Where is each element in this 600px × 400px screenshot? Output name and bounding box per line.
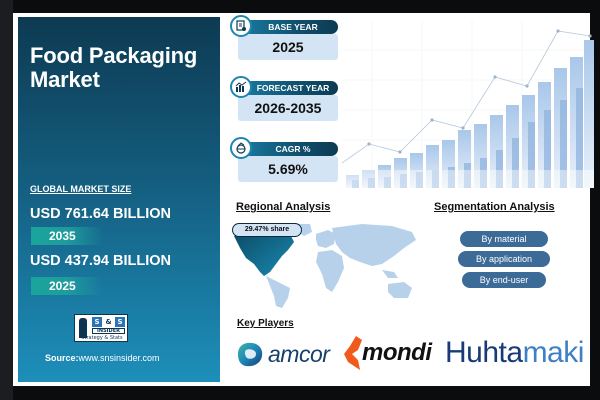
stat-label: FORECAST YEAR (236, 81, 338, 95)
year-badge-2025: 2025 (31, 277, 103, 295)
key-players-title: Key Players (237, 318, 294, 329)
stat-value: 2026-2035 (238, 95, 338, 121)
source-label: Source: (45, 353, 79, 363)
frame-left-edge (0, 0, 13, 400)
global-market-size-label: GLOBAL MARKET SIZE (30, 184, 132, 194)
source-url: www.snsinsider.com (78, 353, 160, 363)
stat-value: 5.69% (238, 156, 338, 182)
document-chart-icon (230, 15, 252, 37)
source-line: Source:www.snsinsider.com (45, 353, 160, 363)
north-america-region (234, 230, 294, 276)
bar-chart-icon (230, 76, 252, 98)
tower-icon (79, 318, 87, 338)
mondi-logo-text: mondi (362, 339, 432, 366)
amcor-logo-text: amcor (268, 341, 330, 367)
stat-label: BASE YEAR (236, 20, 338, 34)
market-value-2025: USD 437.94 BILLION (30, 253, 172, 269)
share-bubble: 29.47% share (232, 223, 302, 237)
mondi-logo-icon (344, 336, 362, 370)
globe-growth-icon (230, 137, 252, 159)
decorative-growth-chart (342, 20, 594, 188)
stat-label: CAGR % (236, 142, 338, 156)
page-title: Food Packaging Market (30, 44, 197, 92)
sns-insider-logo: S & S INSIDER Strategy & Stats (74, 314, 128, 342)
stat-value: 2025 (238, 34, 338, 60)
logo-insider-text: INSIDER (92, 328, 125, 334)
title-line-2: Market (30, 67, 100, 92)
stat-cagr: CAGR % 5.69% (230, 137, 338, 187)
regional-analysis-title: Regional Analysis (236, 201, 331, 213)
huhtamaki-logo-text: Huhtamaki (445, 336, 584, 369)
segment-by-application[interactable]: By application (458, 251, 550, 267)
logo-ss: S & S (92, 317, 125, 327)
segment-by-end-user[interactable]: By end-user (462, 272, 546, 288)
segmentation-analysis-title: Segmentation Analysis (434, 201, 555, 213)
logo-tagline: Strategy & Stats (81, 335, 123, 341)
year-badge-2035: 2035 (31, 227, 103, 245)
segment-by-material[interactable]: By material (460, 231, 548, 247)
amcor-logo-icon (238, 342, 263, 367)
market-value-2035: USD 761.64 BILLION (30, 206, 172, 222)
title-line-1: Food Packaging (30, 43, 198, 68)
stat-base-year: BASE YEAR 2025 (230, 15, 338, 65)
stat-forecast-year: FORECAST YEAR 2026-2035 (230, 76, 338, 126)
